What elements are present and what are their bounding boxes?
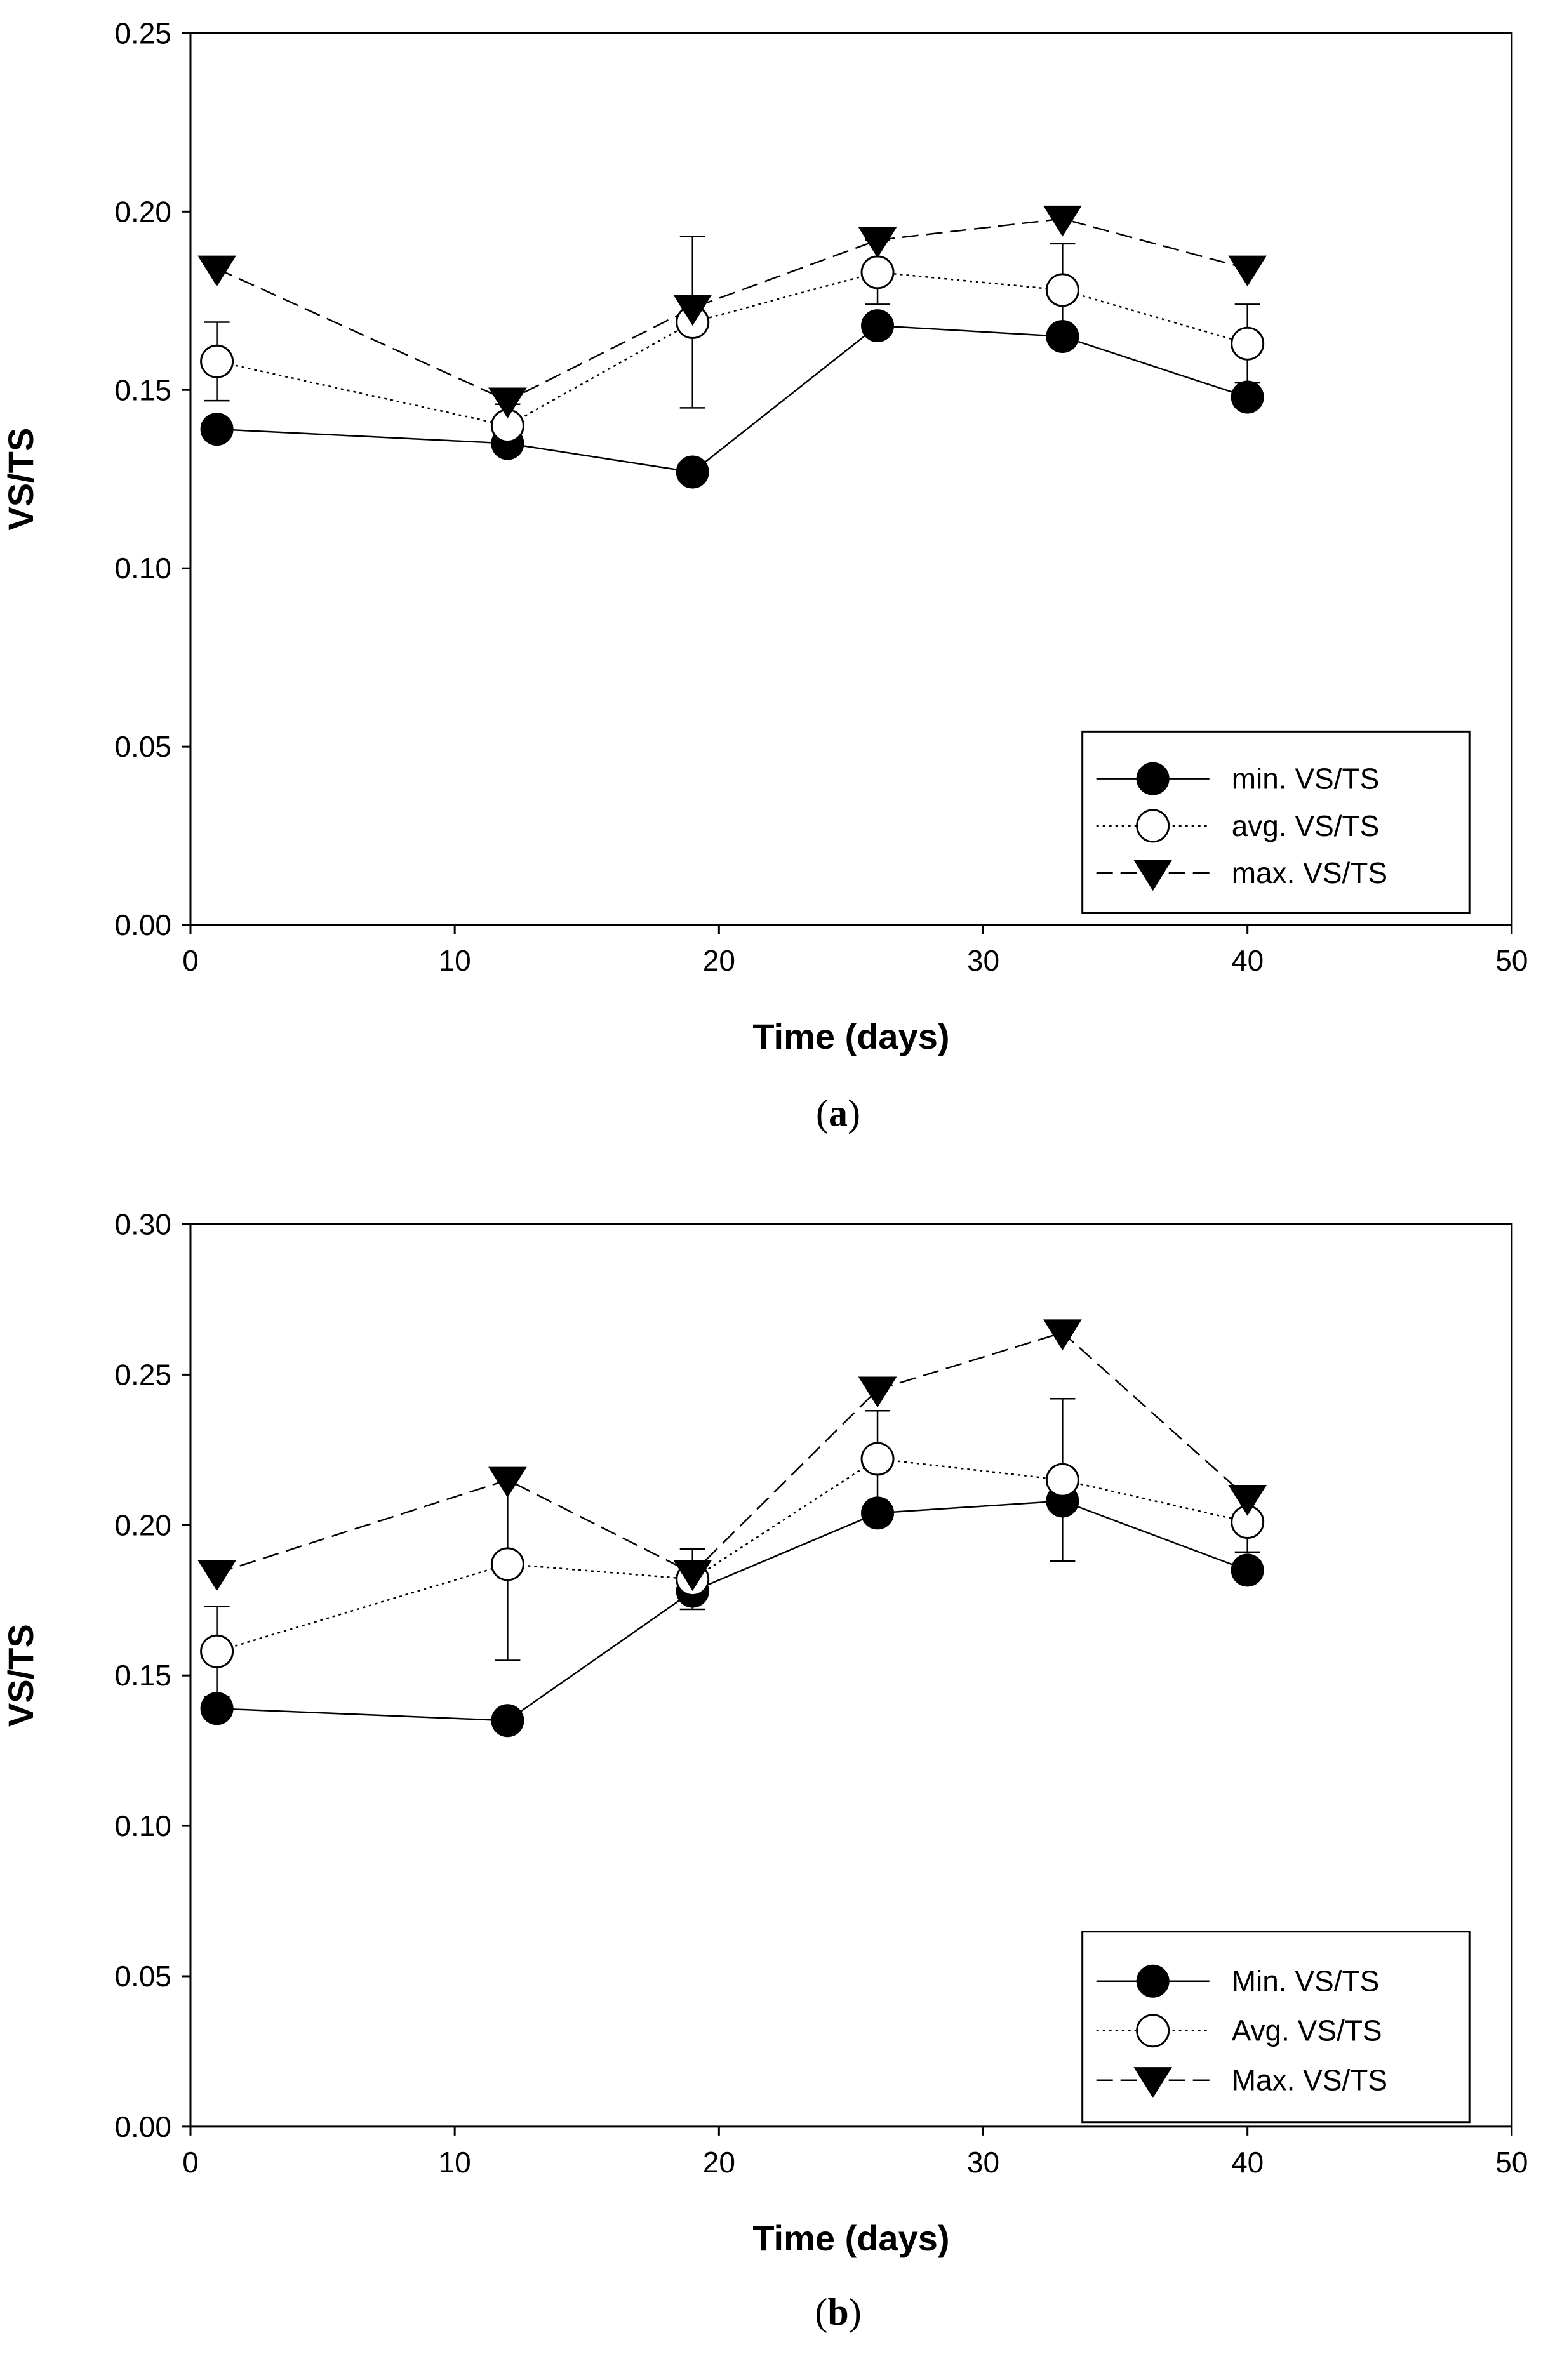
data-point-series-1 bbox=[861, 1496, 895, 1530]
x-tick-label: 10 bbox=[439, 944, 471, 977]
legend-label-3: Max. VS/TS bbox=[1232, 2064, 1387, 2097]
data-point-series-3 bbox=[858, 1376, 897, 1408]
panel-label: (b) bbox=[815, 2291, 861, 2333]
data-point-series-1 bbox=[861, 309, 895, 343]
chart-panel-b: 0 10 20 30 40 50 0.00 0.05 0.10 0.15 0.20 0.25 0.30 T… bbox=[1, 1207, 1528, 2332]
data-point-series-3 bbox=[1228, 255, 1267, 287]
plot-frame bbox=[189, 32, 1513, 926]
data-point-series-1 bbox=[491, 1704, 524, 1738]
y-tick-label: 0.20 bbox=[114, 1508, 171, 1541]
legend-marker-2 bbox=[1136, 809, 1170, 843]
series-line-1 bbox=[217, 1500, 1248, 1722]
y-tick-label: 0.10 bbox=[114, 552, 171, 585]
y-tick-label: 0.30 bbox=[114, 1207, 171, 1240]
x-tick-label: 40 bbox=[1231, 944, 1264, 977]
data-point-series-1 bbox=[1231, 1553, 1264, 1587]
legend-label-1: min. VS/TS bbox=[1232, 762, 1380, 795]
y-tick-label: 0.00 bbox=[114, 2110, 171, 2143]
x-axis-title: Time (days) bbox=[752, 2218, 949, 2258]
legend-marker-2 bbox=[1136, 2014, 1170, 2048]
x-tick-label: 30 bbox=[967, 944, 999, 977]
data-point-series-2 bbox=[860, 255, 895, 289]
data-point-series-1 bbox=[1231, 380, 1264, 414]
data-point-series-3 bbox=[197, 255, 236, 287]
y-axis-title: VS/TS bbox=[1, 428, 41, 531]
data-point-series-1 bbox=[200, 1692, 234, 1725]
data-point-series-2 bbox=[490, 1547, 524, 1581]
data-point-series-2 bbox=[200, 1634, 234, 1668]
y-tick-label: 0.10 bbox=[114, 1809, 171, 1842]
y-axis-title: VS/TS bbox=[1, 1624, 41, 1727]
x-tick-label: 0 bbox=[182, 2146, 199, 2179]
legend: min. VS/TS avg. VS/TS max. VS/TS bbox=[1081, 730, 1471, 914]
y-tick-label: 0.25 bbox=[114, 1358, 171, 1391]
series-line-2 bbox=[217, 1458, 1248, 1652]
data-point-series-3 bbox=[197, 1560, 236, 1592]
data-point-series-3 bbox=[488, 387, 527, 419]
data-point-series-1 bbox=[1046, 319, 1079, 353]
data-point-series-3 bbox=[673, 295, 712, 326]
series-line-2 bbox=[217, 271, 1248, 427]
chart-panel-a: 0 10 20 30 40 50 0.00 0.05 0.10 0.15 0.20 0.25 Time … bbox=[1, 17, 1528, 1134]
data-point-series-3 bbox=[858, 227, 897, 258]
legend-label-2: Avg. VS/TS bbox=[1232, 2014, 1382, 2047]
x-tick-label: 10 bbox=[439, 2146, 471, 2179]
series-line-3 bbox=[217, 1331, 1248, 1574]
legend-marker-1 bbox=[1136, 1964, 1170, 1998]
x-tick-label: 50 bbox=[1495, 2146, 1528, 2179]
legend-marker-3 bbox=[1133, 860, 1173, 891]
panel-label: (a) bbox=[816, 1093, 860, 1134]
y-tick-label: 0.05 bbox=[114, 1960, 171, 1993]
y-tick-label: 0.00 bbox=[114, 908, 171, 941]
x-tick-label: 0 bbox=[182, 944, 199, 977]
y-tick-label: 0.05 bbox=[114, 730, 171, 763]
legend-label-2: avg. VS/TS bbox=[1232, 809, 1380, 842]
x-tick-label: 30 bbox=[967, 2146, 999, 2179]
y-tick-label: 0.25 bbox=[114, 17, 171, 50]
x-tick-label: 20 bbox=[703, 944, 735, 977]
legend-marker-3 bbox=[1133, 2067, 1173, 2098]
x-tick-label: 40 bbox=[1231, 2146, 1264, 2179]
legend-label-1: Min. VS/TS bbox=[1232, 1965, 1380, 1998]
series-line-3 bbox=[217, 218, 1248, 402]
y-tick-label: 0.15 bbox=[114, 1659, 171, 1692]
data-point-series-1 bbox=[200, 413, 234, 446]
series-line-1 bbox=[217, 324, 1248, 473]
x-tick-label: 50 bbox=[1495, 944, 1528, 977]
legend-marker-1 bbox=[1136, 762, 1170, 795]
y-tick-label: 0.20 bbox=[114, 195, 171, 228]
x-axis-title: Time (days) bbox=[752, 1016, 949, 1056]
legend: Min. VS/TS Avg. VS/TS Max. VS/TS bbox=[1081, 1931, 1471, 2124]
data-point-series-2 bbox=[1045, 1463, 1079, 1497]
data-point-series-2 bbox=[200, 344, 234, 378]
data-point-series-3 bbox=[1043, 1319, 1082, 1351]
data-point-series-2 bbox=[1045, 273, 1079, 307]
data-point-series-3 bbox=[1228, 1485, 1267, 1516]
data-point-series-2 bbox=[1231, 326, 1265, 361]
data-point-series-2 bbox=[860, 1442, 895, 1476]
data-point-series-3 bbox=[488, 1466, 527, 1498]
data-point-series-3 bbox=[673, 1560, 712, 1592]
x-tick-label: 20 bbox=[703, 2146, 735, 2179]
legend-label-3: max. VS/TS bbox=[1232, 856, 1387, 889]
y-tick-label: 0.15 bbox=[114, 373, 171, 406]
data-point-series-1 bbox=[676, 455, 709, 489]
data-point-series-3 bbox=[1043, 205, 1082, 237]
